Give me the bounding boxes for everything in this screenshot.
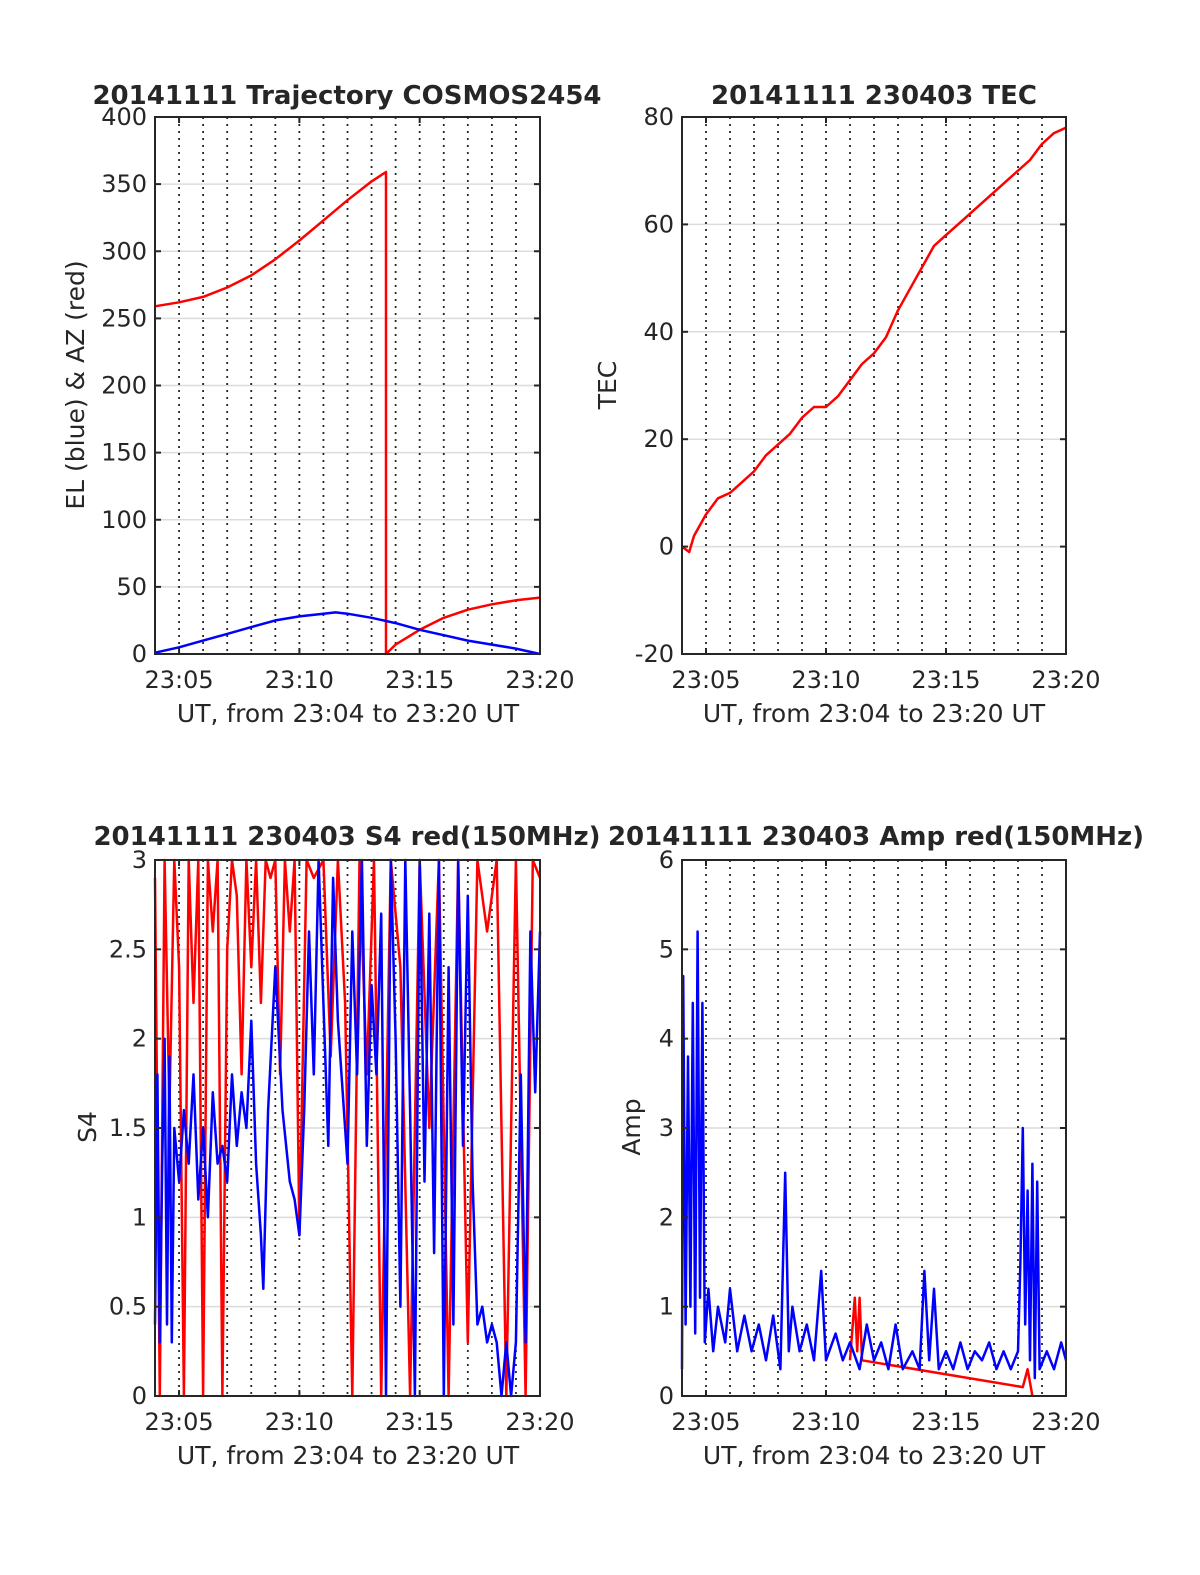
s4-y-tick-label-1: 0.5 [109,1293,147,1321]
trajectory-y-tick-label-3: 150 [101,439,147,467]
tec-y-tick-label-0: -20 [635,640,674,668]
amp-y-label: Amp [617,1098,646,1155]
trajectory-y-tick-label-2: 100 [101,506,147,534]
s4-y-label: S4 [73,1111,102,1143]
trajectory-series-1-line [154,611,541,656]
trajectory-x-tick-label-3: 23:20 [505,666,574,694]
tec-series-0-line [681,126,1067,554]
tec-x-tick-label-0: 23:05 [671,666,740,694]
tec-y-label: TEC [593,361,622,411]
s4-x-label: UT, from 23:04 to 23:20 UT [177,1441,520,1470]
amp-series-0-line [848,1296,1034,1397]
tec-x-tick-label-1: 23:10 [791,666,860,694]
s4-plot-body: 0 0.5 1 1.5 2 2.5 3 23:05 23:10 23:15 23:20 [109,846,575,1436]
trajectory-series-0-line [154,170,541,656]
tec-y-tick-label-1: 0 [659,533,674,561]
trajectory-y-tick-label-6: 300 [101,237,147,265]
tec-y-tick-label-3: 40 [643,318,674,346]
s4-x-tick-label-3: 23:20 [505,1408,574,1436]
trajectory-y-tick-label-4: 200 [101,372,147,400]
trajectory-x-tick-label-2: 23:15 [385,666,454,694]
amp-y-tick-label-3: 3 [659,1114,674,1142]
tec-y-tick-label-4: 60 [643,210,674,238]
trajectory-plot-body: 0 50 100 150 200 250 300 350 400 23:05 23:10 23:15 2… [101,103,574,694]
amp-title: 20141111 230403 Amp red(150MHz) [608,822,1144,852]
trajectory-x-label: UT, from 23:04 to 23:20 UT [177,699,520,728]
amp-y-tick-label-6: 6 [659,846,674,874]
amp-x-label: UT, from 23:04 to 23:20 UT [703,1441,1046,1470]
trajectory-title: 20141111 Trajectory COSMOS2454 [92,81,601,111]
amp-x-tick-label-0: 23:05 [671,1408,740,1436]
amp-plot-body: 0 1 2 3 4 5 6 23:05 23:10 23:15 23:20 [659,846,1101,1436]
trajectory-panel: 0 50 100 150 200 250 300 350 400 23:05 23:10 23:15 2… [61,81,602,728]
trajectory-x-tick-label-1: 23:10 [265,666,334,694]
amp-y-tick-label-0: 0 [659,1382,674,1410]
amp-x-tick-label-3: 23:20 [1031,1408,1100,1436]
amp-y-tick-label-5: 5 [659,935,674,963]
s4-y-tick-label-4: 2 [132,1025,147,1053]
amp-panel: 0 1 2 3 4 5 6 23:05 23:10 23:15 23:20 20141111 230… [608,822,1144,1470]
tec-panel: -20 0 20 40 60 80 23:05 23:10 23:15 23:20 2014111… [593,81,1101,728]
s4-x-tick-label-1: 23:10 [265,1408,334,1436]
amp-y-tick-label-1: 1 [659,1293,674,1321]
trajectory-y-tick-label-5: 250 [101,304,147,332]
s4-y-tick-label-0: 0 [132,1382,147,1410]
amp-y-tick-label-2: 2 [659,1203,674,1231]
tec-y-tick-label-5: 80 [643,103,674,131]
s4-y-tick-label-6: 3 [132,846,147,874]
amp-x-tick-label-2: 23:15 [911,1408,980,1436]
s4-title: 20141111 230403 S4 red(150MHz) [93,822,600,852]
s4-x-tick-label-0: 23:05 [144,1408,213,1436]
s4-series-1-line [153,858,542,1398]
trajectory-y-tick-label-1: 50 [116,573,147,601]
tec-title: 20141111 230403 TEC [711,81,1037,111]
amp-x-tick-label-1: 23:10 [791,1408,860,1436]
tec-x-tick-label-2: 23:15 [911,666,980,694]
tec-x-tick-label-3: 23:20 [1031,666,1100,694]
tec-y-tick-label-2: 20 [643,425,674,453]
trajectory-x-tick-label-0: 23:05 [144,666,213,694]
trajectory-y-label: EL (blue) & AZ (red) [61,260,90,509]
s4-x-tick-label-2: 23:15 [385,1408,454,1436]
amp-y-tick-label-4: 4 [659,1025,674,1053]
tec-plot-area [682,117,1066,654]
s4-y-tick-label-3: 1.5 [109,1114,147,1142]
tec-x-label: UT, from 23:04 to 23:20 UT [703,699,1046,728]
trajectory-y-tick-label-7: 350 [101,170,147,198]
s4-panel: 0 0.5 1 1.5 2 2.5 3 23:05 23:10 23:15 23:20 201411… [73,822,601,1470]
tec-axes-box [681,116,1067,655]
trajectory-y-tick-label-0: 0 [132,640,147,668]
s4-y-tick-label-2: 1 [132,1203,147,1231]
s4-y-tick-label-5: 2.5 [109,935,147,963]
amp-series-1-line [680,930,1068,1380]
trajectory-y-tick-label-8: 400 [101,103,147,131]
tec-plot-body: -20 0 20 40 60 80 23:05 23:10 23:15 23:20 [635,103,1101,694]
